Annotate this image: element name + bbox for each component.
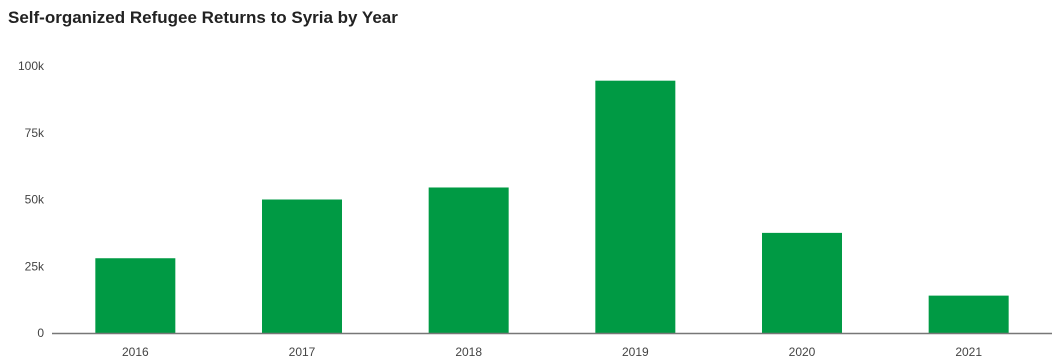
y-tick-label: 100k — [18, 59, 45, 73]
y-tick-label: 25k — [25, 259, 45, 273]
y-tick-label: 0 — [37, 326, 44, 340]
y-axis-ticks: 0 25k 50k 75k 100k — [18, 59, 45, 340]
bar-2019[interactable] — [595, 80, 676, 333]
x-tick-label: 2018 — [455, 345, 482, 359]
x-tick-label: 2019 — [622, 345, 649, 359]
y-tick-label: 50k — [25, 193, 45, 207]
bars-group — [95, 80, 1009, 334]
bar-2017[interactable] — [262, 199, 342, 334]
bar-2021[interactable] — [928, 295, 1009, 333]
x-axis-ticks: 2016 2017 2018 2019 2020 2021 — [122, 345, 982, 359]
x-tick-label: 2016 — [122, 345, 149, 359]
x-tick-label: 2017 — [289, 345, 316, 359]
y-tick-label: 75k — [25, 126, 45, 140]
bar-2020[interactable] — [762, 232, 842, 333]
bar-2016[interactable] — [95, 258, 176, 333]
x-tick-label: 2020 — [789, 345, 816, 359]
x-tick-label: 2021 — [955, 345, 982, 359]
bar-2018[interactable] — [428, 187, 509, 333]
chart-title: Self-organized Refugee Returns to Syria … — [8, 8, 398, 27]
